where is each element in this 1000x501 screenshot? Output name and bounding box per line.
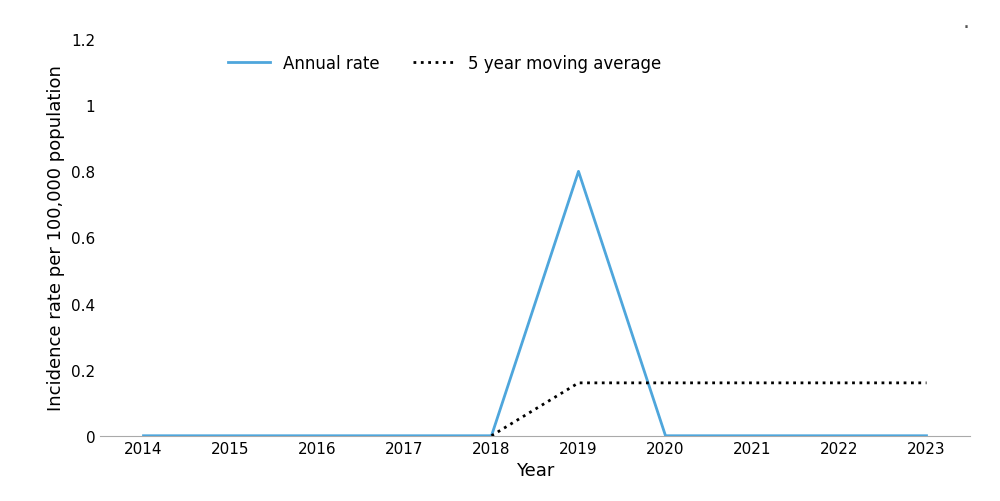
Y-axis label: Incidence rate per 100,000 population: Incidence rate per 100,000 population	[47, 66, 65, 410]
Annual rate	[485, 433, 497, 439]
X-axis label: Year: Year	[516, 461, 554, 479]
Text: .: .	[963, 12, 970, 32]
Annual rate	[746, 433, 758, 439]
5 year moving average	[746, 380, 758, 386]
Annual rate	[398, 433, 410, 439]
Annual rate	[833, 433, 845, 439]
5 year moving average	[920, 380, 932, 386]
5 year moving average	[485, 433, 497, 439]
Legend: Annual rate, 5 year moving average: Annual rate, 5 year moving average	[221, 49, 668, 80]
Line: Annual rate: Annual rate	[143, 172, 926, 436]
5 year moving average	[572, 380, 584, 386]
Annual rate	[659, 433, 671, 439]
5 year moving average	[659, 380, 671, 386]
Annual rate	[920, 433, 932, 439]
Annual rate	[572, 169, 584, 175]
5 year moving average	[833, 380, 845, 386]
Annual rate	[137, 433, 149, 439]
Line: 5 year moving average: 5 year moving average	[491, 383, 926, 436]
Annual rate	[224, 433, 236, 439]
Annual rate	[311, 433, 323, 439]
